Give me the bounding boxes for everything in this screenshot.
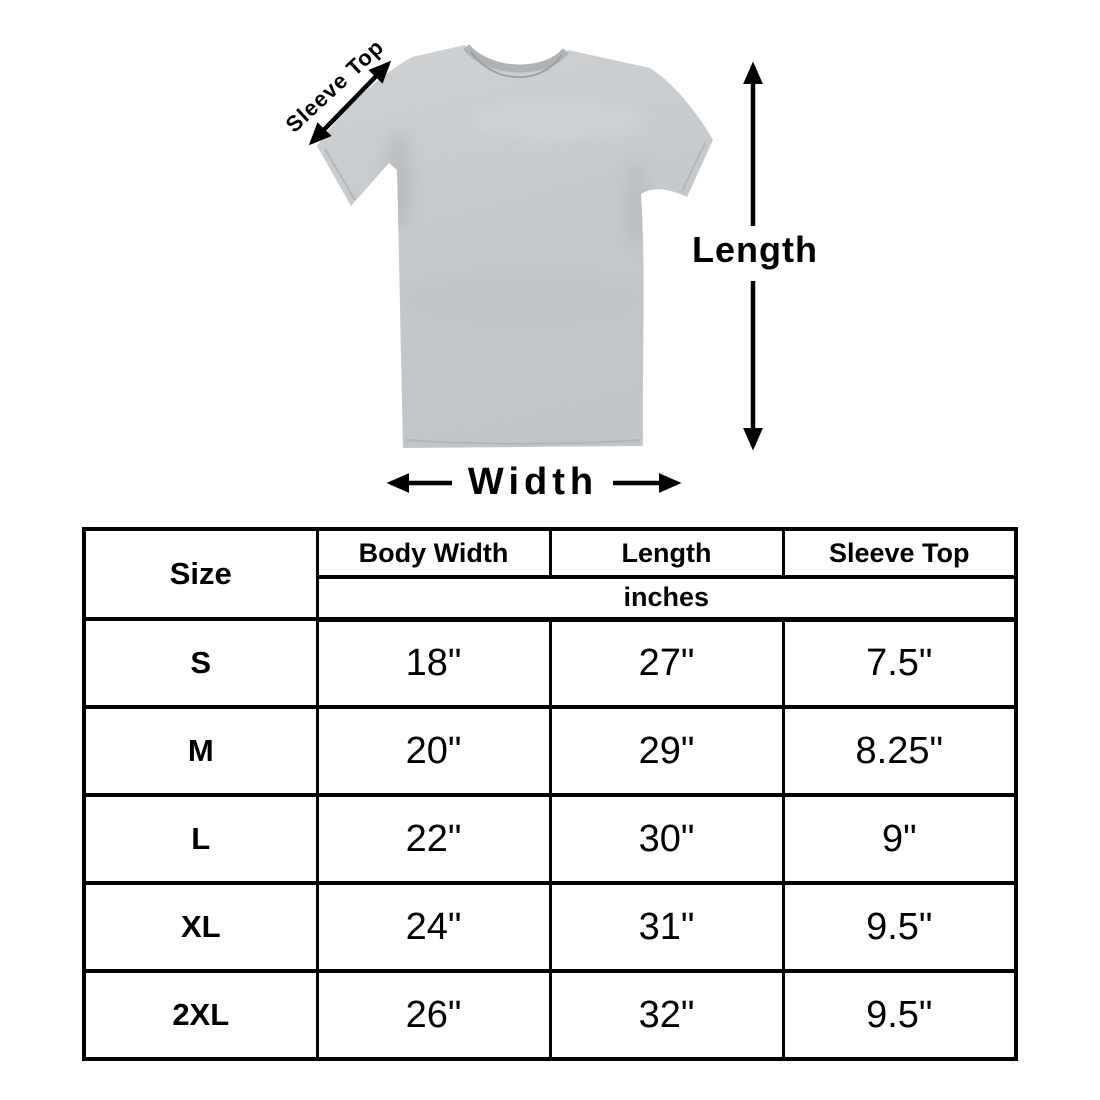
tshirt-diagram (308, 44, 763, 493)
unit-row: inches (84, 575, 1018, 622)
cell-body-width: 26" (315, 969, 552, 1061)
cell-sleeve-top: 8.25" (781, 705, 1018, 797)
unit-label: inches (315, 575, 1018, 622)
row-size-label: M (82, 705, 319, 797)
cell-body-width: 20" (315, 705, 552, 797)
tshirt-image (317, 44, 713, 448)
length-dimension-label: Length (692, 229, 818, 270)
row-size-label: XL (82, 881, 319, 973)
sleeve-top-arrow-icon (308, 60, 392, 146)
cell-sleeve-top: 9" (781, 793, 1018, 885)
cell-body-width: 24" (315, 881, 552, 973)
size-chart-table: Size Body Width Length Sleeve Top inches… (82, 527, 1018, 1061)
cell-length: 29" (548, 705, 785, 797)
cell-body-width: 18" (315, 617, 552, 709)
cell-sleeve-top: 9.5" (781, 969, 1018, 1061)
column-header-length: Length (548, 527, 785, 579)
cell-length: 27" (548, 617, 785, 709)
column-header-body-width: Body Width (315, 527, 552, 579)
width-dimension-label: Width (467, 461, 599, 503)
column-header-size: Size (82, 527, 319, 621)
header-row: Size Body Width Length Sleeve Top (82, 527, 1018, 621)
size-chart: Size Body Width Length Sleeve Top inches… (82, 527, 1018, 1061)
cell-sleeve-top: 7.5" (781, 617, 1018, 709)
cell-length: 31" (548, 881, 785, 973)
row-size-label: S (82, 617, 319, 709)
row-size-label: 2XL (82, 969, 319, 1061)
table-row: XL 24" 31" 9.5" (82, 881, 1018, 973)
cell-length: 30" (548, 793, 785, 885)
column-header-sleeve-top: Sleeve Top (781, 527, 1018, 579)
table-row: M 20" 29" 8.25" (82, 705, 1018, 797)
cell-sleeve-top: 9.5" (781, 881, 1018, 973)
row-size-label: L (82, 793, 319, 885)
table-row: S 18" 27" 7.5" (82, 617, 1018, 709)
cell-body-width: 22" (315, 793, 552, 885)
table-row: 2XL 26" 32" 9.5" (82, 969, 1018, 1061)
table-row: L 22" 30" 9" (82, 793, 1018, 885)
cell-length: 32" (548, 969, 785, 1061)
